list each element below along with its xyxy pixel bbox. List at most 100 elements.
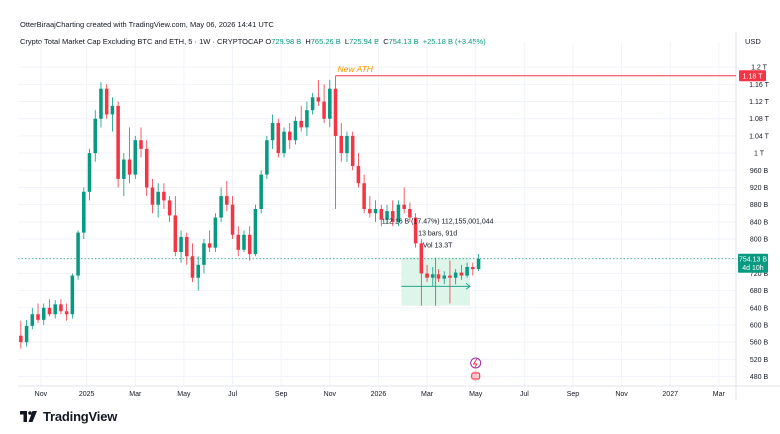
candle-body xyxy=(19,335,23,343)
measure-label-2: 13 bars, 91d xyxy=(418,231,457,238)
y-tick-label: 840 B xyxy=(750,219,769,226)
y-tick-label: 600 B xyxy=(750,322,769,329)
x-tick-label: 2025 xyxy=(79,391,95,398)
candle-body xyxy=(471,266,475,270)
candle-body xyxy=(476,258,481,270)
candle-body xyxy=(53,304,57,315)
candle-body xyxy=(116,105,120,179)
candle-body xyxy=(122,159,126,179)
y-tick-label: 1.04 T xyxy=(749,133,769,140)
candle-body xyxy=(30,314,35,326)
y-tick-label: 1 T xyxy=(754,151,765,158)
candle-body xyxy=(207,243,212,248)
candle-body xyxy=(36,314,40,320)
y-tick-label: 560 B xyxy=(750,340,769,347)
candle-body xyxy=(390,211,395,222)
y-tick-label: 480 B xyxy=(750,374,769,381)
candle-body xyxy=(202,243,206,265)
candle-body xyxy=(328,88,332,119)
candle-body xyxy=(59,304,63,312)
y-tick-label: 1.16 T xyxy=(749,82,769,89)
tradingview-logo-icon xyxy=(20,411,37,422)
candle-body xyxy=(219,196,223,218)
candle-body xyxy=(425,273,429,278)
legend-close-label: C xyxy=(383,37,389,46)
candle-body xyxy=(230,204,235,235)
candle-body xyxy=(87,153,92,192)
legend-low-value: 725.94 B xyxy=(349,37,380,46)
x-tick-label: May xyxy=(469,391,483,398)
candle-body xyxy=(379,208,384,220)
candle-body xyxy=(179,236,183,252)
measure-arrow-head xyxy=(465,282,471,290)
x-tick-label: Nov xyxy=(615,391,628,398)
candle-body xyxy=(293,120,298,141)
candle-body xyxy=(156,191,160,205)
countdown-label: 4d 10h xyxy=(742,265,764,272)
ath-price-tag xyxy=(739,70,766,82)
candle-body xyxy=(70,275,75,315)
x-axis-labels: Nov 2025 Mar May Jul Sep Nov 2026 Mar May Jul Sep No… xyxy=(35,391,726,398)
candle-body xyxy=(104,88,109,115)
candle-body xyxy=(396,204,401,222)
candle-body xyxy=(144,148,149,188)
candle-body xyxy=(196,264,200,278)
y-tick-label: 720 B xyxy=(750,271,769,278)
candle-body xyxy=(276,123,281,154)
gridlines xyxy=(18,42,736,386)
x-tick-label: 2026 xyxy=(371,391,387,398)
x-tick-label: Nov xyxy=(324,391,337,398)
candle-body xyxy=(64,311,69,315)
candle-body xyxy=(413,217,418,244)
candle-body xyxy=(368,208,372,214)
candle-body xyxy=(139,140,143,149)
candle-body xyxy=(24,325,29,343)
candle-body xyxy=(213,217,218,248)
tradingview-brand-text: TradingView xyxy=(43,409,118,424)
legend-change-value: +25.18 B (+3.45%) xyxy=(422,37,486,46)
candle-body xyxy=(287,131,292,141)
legend-open-label: O xyxy=(265,37,272,46)
candle-body xyxy=(333,88,338,136)
candle-body xyxy=(93,118,98,154)
candle-body xyxy=(316,97,321,102)
y-tick-label: 800 B xyxy=(750,237,769,244)
measure-label-3: Vol 13.3T xyxy=(423,243,453,250)
candle-body xyxy=(173,215,178,252)
candle-body xyxy=(322,101,326,119)
candle-body xyxy=(76,232,80,276)
y-tick-label: 960 B xyxy=(750,168,769,175)
candle-body xyxy=(373,208,378,214)
y-tick-label: 1.08 T xyxy=(749,116,769,123)
candle-body xyxy=(41,307,46,320)
candle-body xyxy=(47,307,52,315)
candle-body xyxy=(162,191,166,201)
y-tick-label: 520 B xyxy=(750,357,769,364)
current-price-tag xyxy=(738,253,768,273)
ath-label: New ATH xyxy=(338,64,374,74)
measure-label-1: 112.16 B (17.47%) 112,155,001,044 xyxy=(382,219,494,226)
candle-body xyxy=(259,174,263,209)
candle-body xyxy=(133,140,138,175)
candle-body xyxy=(253,208,258,255)
candle-body xyxy=(247,234,252,255)
current-price-label: 754.13 B xyxy=(739,256,767,263)
x-tick-label: Mar xyxy=(421,391,434,398)
x-tick-label: Sep xyxy=(275,391,288,398)
candle-body xyxy=(270,123,275,141)
candle-body xyxy=(385,211,389,220)
tradingview-logo[interactable]: TradingView xyxy=(20,409,117,424)
x-tick-label: Mar xyxy=(713,391,726,398)
x-tick-label: Nov xyxy=(35,391,48,398)
candle-body xyxy=(150,187,155,205)
candle-body xyxy=(345,135,349,154)
y-axis-labels: 1.2 T 1.16 T 1.12 T 1.08 T 1.04 T 1 T 960 B 920… xyxy=(749,65,769,381)
legend-low-label: L xyxy=(344,37,350,46)
candle-body xyxy=(402,204,406,209)
currency-label: USD xyxy=(745,37,761,46)
candle-body xyxy=(167,200,172,216)
legend-title: Crypto Total Market Cap Excluding BTC an… xyxy=(20,37,264,46)
legend-high-label: H xyxy=(305,37,311,46)
x-tick-label: May xyxy=(177,391,191,398)
